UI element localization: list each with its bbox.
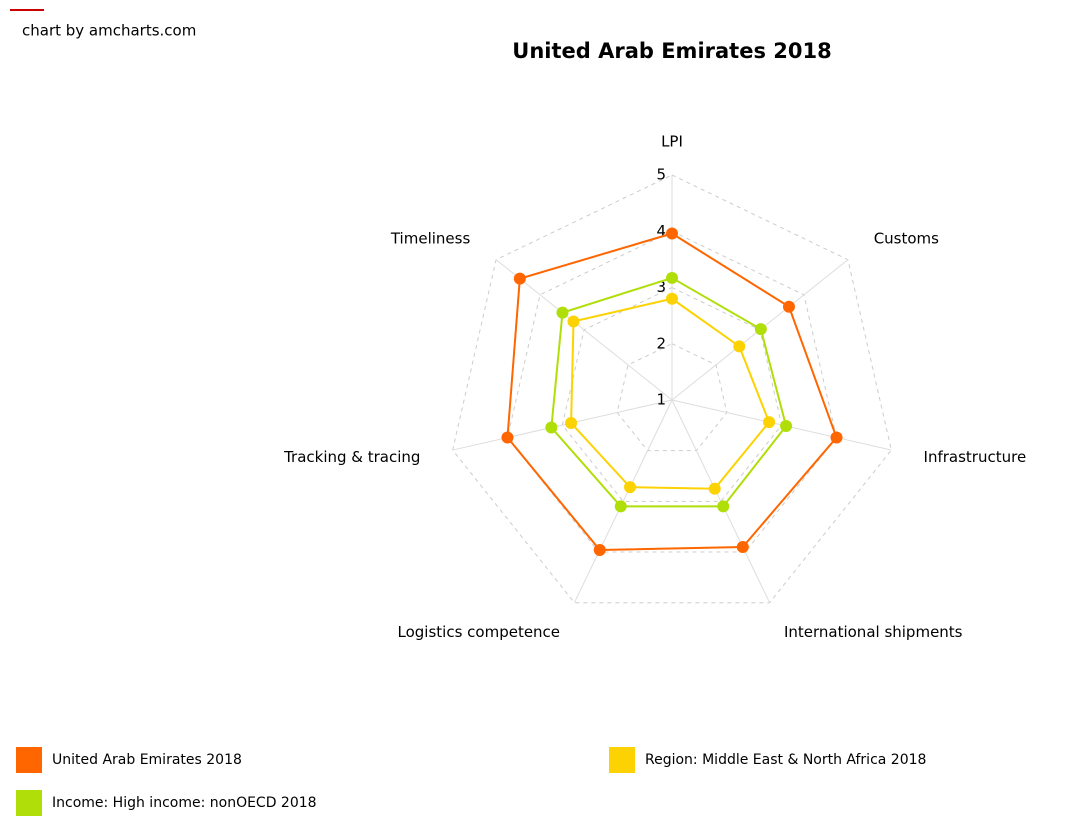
y-tick-label: 3: [656, 278, 666, 296]
spoke: [452, 399, 673, 451]
data-point: [780, 420, 793, 433]
data-point: [567, 315, 580, 328]
chart-title: United Arab Emirates 2018: [512, 39, 831, 63]
data-point: [565, 417, 578, 430]
data-point: [556, 306, 569, 319]
data-point: [593, 544, 606, 557]
data-point: [763, 416, 776, 429]
series-line: [550, 276, 788, 508]
data-point: [501, 431, 514, 444]
data-point: [666, 292, 678, 305]
data-point: [666, 271, 678, 284]
data-point: [624, 481, 637, 494]
y-tick-label: 5: [656, 166, 666, 184]
grid-ring: [616, 343, 728, 452]
category-label: Customs: [874, 230, 939, 248]
watermark[interactable]: chart by amcharts.com: [22, 22, 196, 40]
data-point: [736, 540, 749, 553]
legend-swatch: [16, 790, 42, 816]
legend-label: Region: Middle East & North Africa 2018: [645, 752, 926, 768]
legend-swatch: [609, 747, 635, 773]
category-label: International shipments: [784, 623, 963, 641]
data-point: [614, 500, 627, 513]
category-label: Infrastructure: [924, 448, 1027, 466]
data-point: [666, 227, 678, 240]
category-label: Logistics competence: [398, 623, 561, 641]
category-label: Timeliness: [390, 230, 471, 248]
legend-label: United Arab Emirates 2018: [52, 752, 242, 768]
data-point: [545, 421, 558, 434]
y-tick-label: 4: [656, 222, 666, 240]
grid-ring: [561, 286, 783, 502]
grid-ring: [452, 174, 892, 604]
series-line: [570, 297, 771, 490]
legend-swatch: [16, 747, 42, 773]
category-label: LPI: [661, 133, 683, 151]
data-point: [717, 500, 730, 513]
category-label: Tracking & tracing: [283, 448, 420, 466]
data-point: [782, 300, 795, 313]
spoke: [495, 259, 673, 401]
data-point: [513, 272, 526, 285]
series-line: [506, 232, 838, 552]
data-point: [708, 482, 721, 495]
y-tick-label: 1: [656, 391, 666, 409]
grid-ring: [506, 230, 838, 553]
data-point: [830, 431, 843, 444]
data-point: [754, 323, 767, 336]
y-tick-label: 2: [656, 334, 666, 352]
legend-label: Income: High income: nonOECD 2018: [52, 795, 317, 811]
data-point: [733, 340, 746, 353]
